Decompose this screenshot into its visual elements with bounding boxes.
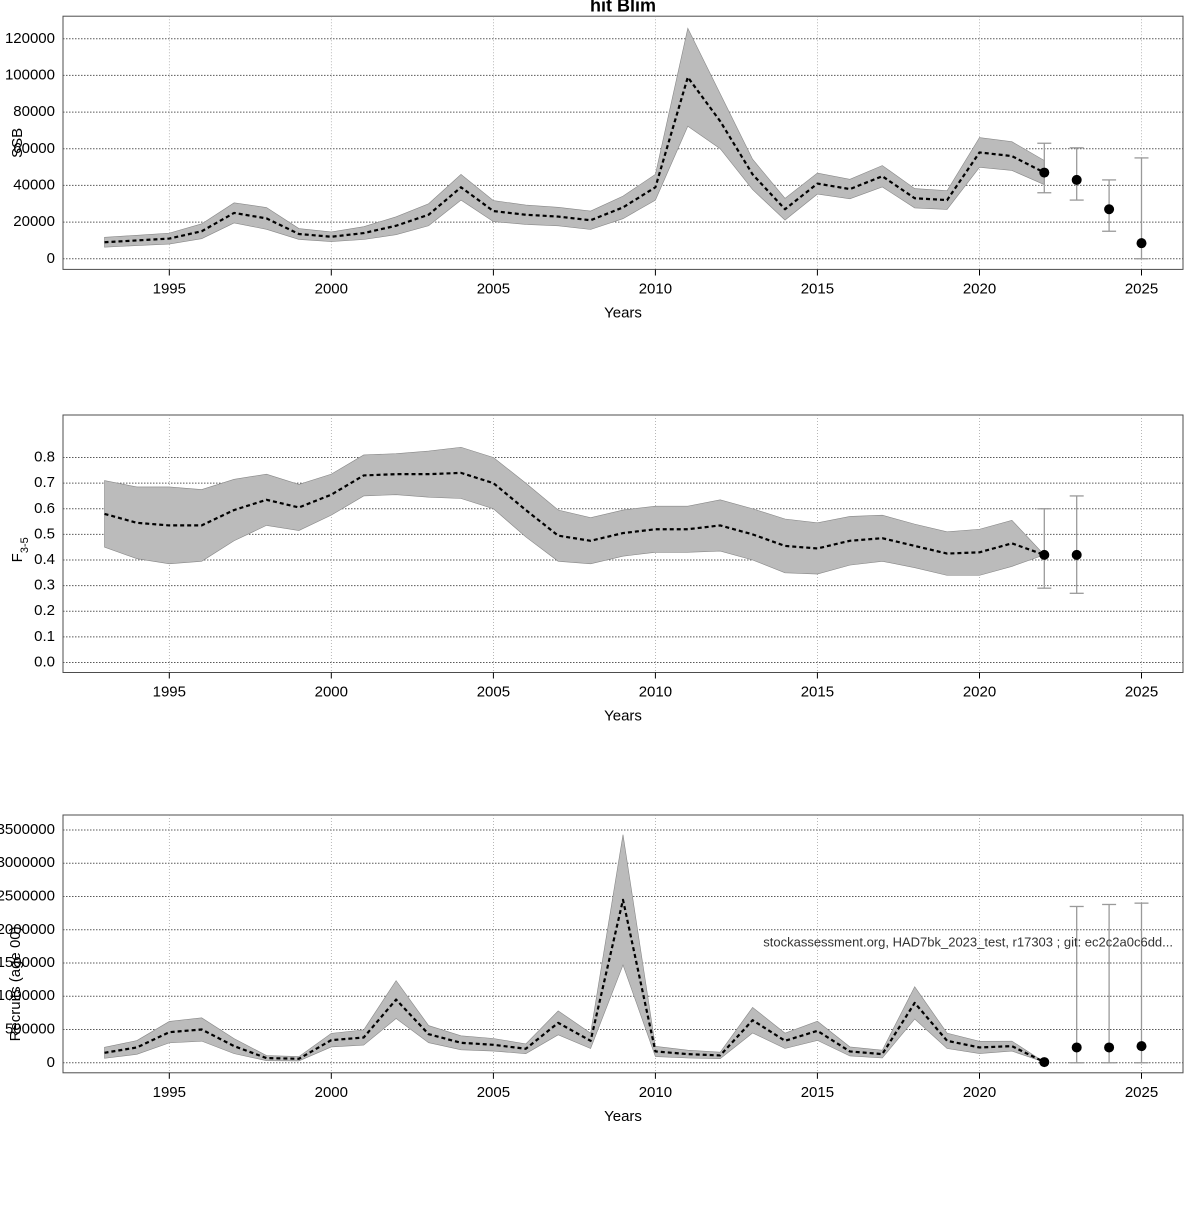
svg-text:hit Blim: hit Blim <box>590 0 656 16</box>
svg-text:2005: 2005 <box>477 684 510 701</box>
svg-text:0: 0 <box>47 1054 55 1071</box>
svg-text:0.4: 0.4 <box>34 551 55 568</box>
svg-text:2025: 2025 <box>1125 1084 1158 1101</box>
svg-text:100000: 100000 <box>5 66 55 83</box>
svg-text:1995: 1995 <box>153 281 186 298</box>
svg-text:3000000: 3000000 <box>0 854 55 871</box>
svg-text:0.3: 0.3 <box>34 577 55 594</box>
svg-text:0.7: 0.7 <box>34 474 55 491</box>
svg-text:1995: 1995 <box>153 1084 186 1101</box>
svg-text:0.5: 0.5 <box>34 525 55 542</box>
svg-text:stockassessment.org, HAD7bk_20: stockassessment.org, HAD7bk_2023_test, r… <box>763 934 1173 949</box>
svg-text:2025: 2025 <box>1125 281 1158 298</box>
svg-text:2020: 2020 <box>963 684 996 701</box>
svg-text:2010: 2010 <box>639 684 672 701</box>
svg-text:2020: 2020 <box>963 281 996 298</box>
svg-text:2015: 2015 <box>801 281 834 298</box>
svg-text:0.6: 0.6 <box>34 500 55 517</box>
svg-text:2000: 2000 <box>315 281 348 298</box>
svg-text:Years: Years <box>604 1108 642 1125</box>
svg-text:0.2: 0.2 <box>34 602 55 619</box>
svg-text:2020: 2020 <box>963 1084 996 1101</box>
svg-text:0: 0 <box>47 250 55 267</box>
svg-text:2000: 2000 <box>315 1084 348 1101</box>
svg-text:2005: 2005 <box>477 1084 510 1101</box>
svg-text:2000: 2000 <box>315 684 348 701</box>
svg-text:2500000: 2500000 <box>0 888 55 905</box>
svg-text:80000: 80000 <box>13 103 55 120</box>
svg-text:Years: Years <box>604 305 642 322</box>
svg-text:Years: Years <box>604 708 642 725</box>
svg-text:F3-5: F3-5 <box>9 537 31 562</box>
svg-text:2010: 2010 <box>639 1084 672 1101</box>
svg-text:0.1: 0.1 <box>34 628 55 645</box>
svg-text:0.8: 0.8 <box>34 449 55 466</box>
svg-text:0.0: 0.0 <box>34 654 55 671</box>
svg-text:40000: 40000 <box>13 176 55 193</box>
svg-text:Recruits (age 00): Recruits (age 00) <box>7 926 24 1041</box>
svg-text:3500000: 3500000 <box>0 821 55 838</box>
svg-text:2010: 2010 <box>639 281 672 298</box>
svg-text:2005: 2005 <box>477 281 510 298</box>
svg-text:SSB: SSB <box>9 128 26 158</box>
svg-text:2015: 2015 <box>801 1084 834 1101</box>
svg-text:2015: 2015 <box>801 684 834 701</box>
svg-text:2025: 2025 <box>1125 684 1158 701</box>
svg-text:120000: 120000 <box>5 30 55 47</box>
svg-text:1995: 1995 <box>153 684 186 701</box>
svg-text:20000: 20000 <box>13 213 55 230</box>
